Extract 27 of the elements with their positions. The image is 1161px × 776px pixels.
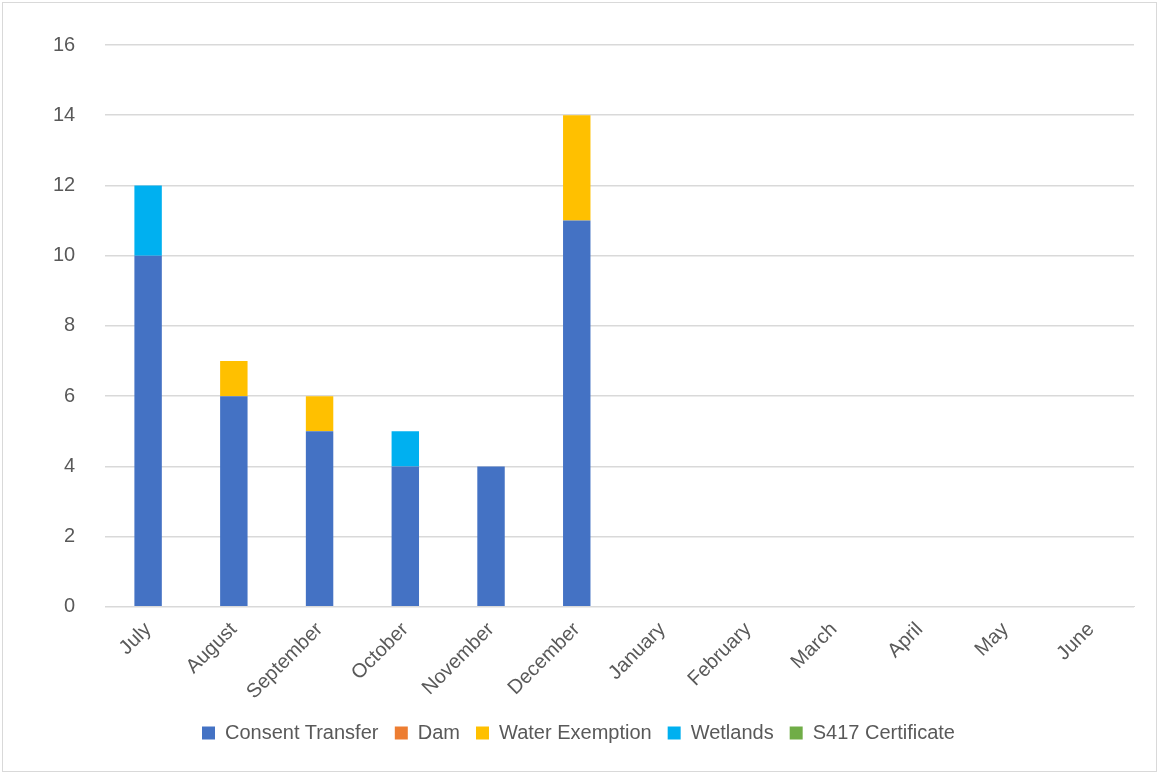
bar — [563, 220, 591, 607]
legend-label: Consent Transfer — [225, 720, 379, 743]
y-tick-label: 2 — [64, 524, 76, 547]
x-tick-label: May — [969, 617, 1013, 660]
y-tick-label: 14 — [53, 102, 76, 125]
bar — [563, 115, 591, 221]
y-tick-label: 6 — [64, 383, 76, 406]
bar — [305, 431, 334, 607]
bar — [220, 361, 248, 397]
y-tick-label: 8 — [64, 313, 76, 336]
y-tick-label: 4 — [64, 453, 76, 476]
bar — [391, 466, 420, 607]
bar — [220, 396, 248, 607]
y-tick-label: 0 — [64, 594, 76, 617]
bar — [477, 466, 505, 607]
y-tick-label: 16 — [53, 32, 76, 55]
y-tick-label: 10 — [53, 243, 76, 266]
bar — [391, 431, 420, 467]
legend-label: Wetlands — [690, 720, 774, 743]
y-tick-label: 12 — [53, 172, 76, 195]
bar — [305, 396, 334, 432]
bar — [134, 255, 162, 607]
legend-label: Dam — [417, 720, 461, 743]
legend-label: Water Exemption — [499, 720, 652, 743]
bar — [134, 185, 162, 256]
legend-label: S417 Certificate — [812, 720, 955, 743]
x-tick-label: July — [114, 617, 155, 659]
